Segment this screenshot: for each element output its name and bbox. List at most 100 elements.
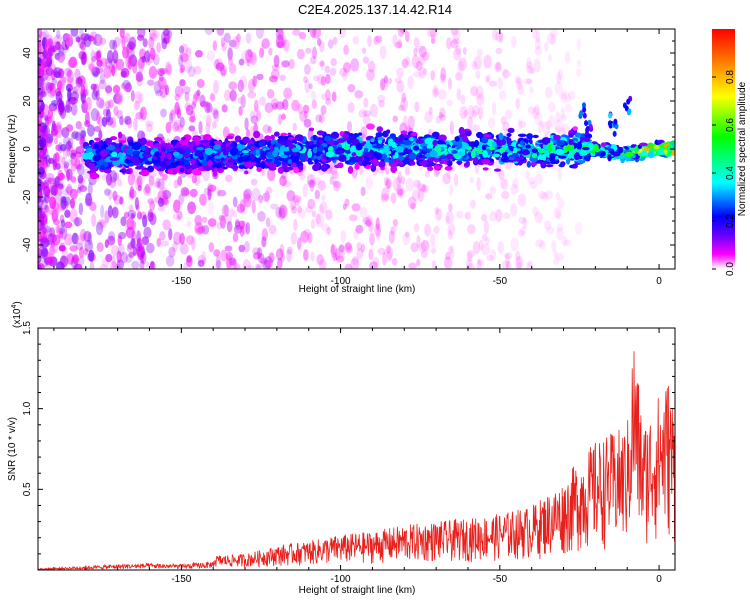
spectrogram-cell [181, 136, 187, 141]
spectrogram-cell [416, 258, 421, 267]
snr-series-line [38, 351, 675, 570]
spectrogram-cell [343, 145, 351, 151]
spectrogram-cell [239, 226, 245, 237]
spectrogram-cell [67, 58, 76, 69]
spectrogram-cell [83, 230, 92, 242]
spectrogram-cell [69, 188, 78, 200]
spectrogram-cell [430, 233, 436, 247]
spectrogram-cell [330, 58, 337, 67]
spectrogram-cell [288, 58, 295, 70]
spectrogram-cell [58, 182, 65, 190]
spectrogram-cell [462, 47, 467, 55]
spectrogram-cell [252, 247, 261, 255]
spectrogram-cell [94, 173, 100, 179]
spectrogram-cell [439, 73, 446, 84]
spectrogram-cell [485, 193, 493, 200]
spectrogram-cell [576, 59, 582, 68]
spectrogram-cell [257, 252, 265, 264]
spectrogram-cell [229, 159, 239, 163]
spectrogram-cell [314, 158, 319, 164]
spectrogram-cell [531, 29, 538, 40]
spectrogram-cell [70, 234, 76, 245]
spectrogram-cell [390, 192, 397, 204]
spectrogram-cell [404, 30, 410, 43]
spectrogram-cell [265, 158, 273, 162]
spectrogram-cell [282, 180, 292, 188]
spectrogram-cell [212, 40, 218, 51]
spectrogram-cell [252, 75, 257, 88]
spectrogram-cell [56, 200, 64, 212]
spectrogram-cell [69, 245, 78, 252]
spectrogram-cell [311, 99, 317, 110]
spectrogram-cell [62, 76, 67, 84]
spectrogram-cell [539, 161, 548, 165]
spectrogram-cell [122, 46, 129, 59]
spectrogram-cell [294, 134, 304, 142]
spectrogram-cell [65, 140, 73, 150]
spectrogram-cell [546, 226, 555, 235]
spectrogram-cell [525, 65, 534, 74]
spectrogram-cell [468, 104, 474, 119]
spectrogram-cell [74, 216, 80, 227]
spectrogram-cell [41, 258, 49, 268]
spectrogram-cell [87, 124, 95, 137]
spectrogram-cell [51, 69, 56, 81]
spectrogram-cell [131, 260, 140, 269]
spectrogram-cell [136, 173, 146, 185]
spectrogram-cell [362, 216, 371, 225]
spectrogram-cell [153, 137, 163, 142]
spectrogram-cell [430, 33, 436, 44]
spectrogram-cell [144, 161, 153, 165]
spectrogram-cell [356, 150, 363, 157]
spectrogram-cell [407, 115, 415, 130]
spectrogram-cell [250, 178, 258, 186]
spectrogram-cell [54, 151, 60, 163]
spectrogram-cell [404, 149, 413, 153]
spectrogram-cell [63, 161, 70, 169]
spectrogram-xlabel: Height of straight line (km) [299, 284, 416, 295]
spectrogram-cell [41, 88, 47, 98]
spectrogram-cell [354, 90, 364, 99]
spectrogram-cell [326, 226, 331, 235]
spectrogram-cell [342, 70, 348, 81]
spectrogram-cell [492, 102, 497, 116]
spectrogram-cell [117, 231, 127, 240]
spectrogram-cell [154, 151, 160, 158]
spectrogram-cell [99, 165, 106, 171]
spectrogram-cell [168, 246, 176, 258]
spectrogram-cell [45, 81, 53, 94]
spectrogram-cell [557, 197, 565, 209]
spectrogram-cell [348, 214, 358, 222]
spectrogram-cell [349, 158, 357, 163]
spectrogram-cell [373, 145, 382, 149]
spectrogram-cell [297, 103, 304, 115]
spectrogram-cell [157, 190, 166, 201]
snr-panel: -150 -100 -50 0 0.5 1.0 1.5 Height of straigh… [7, 301, 676, 596]
spectrogram-cell [544, 86, 553, 99]
spectrogram-cell [234, 135, 242, 143]
spectrogram-cell [264, 102, 274, 114]
spectrogram-cell [130, 212, 135, 220]
spectrogram-cell [105, 82, 113, 97]
spectrogram-cell [543, 42, 549, 52]
spectrogram-cell [73, 217, 83, 227]
spectrogram-cell [53, 66, 58, 78]
spectrogram-cell [310, 90, 317, 101]
spectrogram-cell [534, 111, 543, 126]
spectrogram-cell [178, 45, 185, 54]
spectrogram-cell [149, 32, 158, 42]
spectrogram-cell [292, 155, 300, 163]
spectrogram-cell [386, 129, 391, 134]
spectrogram-cell [119, 196, 124, 205]
spectrogram-cell [186, 235, 194, 245]
spectrogram-cell [333, 180, 341, 192]
spectrogram-cell [179, 243, 189, 255]
spectrogram-cell [469, 199, 476, 209]
spectrogram-cell [293, 166, 299, 174]
spectrogram-cell [457, 151, 466, 157]
spectrogram-cell [537, 191, 547, 200]
spectrogram-cell [404, 231, 410, 238]
spectrogram-cell [351, 255, 360, 266]
spectrogram-cell [127, 172, 136, 186]
spectrogram-cell [445, 215, 450, 226]
